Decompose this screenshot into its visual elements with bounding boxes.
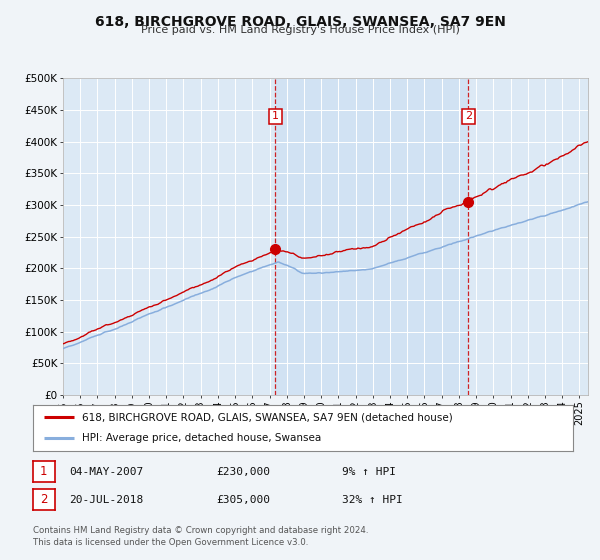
Text: 20-JUL-2018: 20-JUL-2018	[69, 494, 143, 505]
Text: 1: 1	[272, 111, 279, 122]
Bar	[275, 78, 469, 395]
Text: 9% ↑ HPI: 9% ↑ HPI	[342, 466, 396, 477]
Text: £305,000: £305,000	[216, 494, 270, 505]
Text: 2: 2	[40, 493, 47, 506]
Text: 2: 2	[465, 111, 472, 122]
Text: 618, BIRCHGROVE ROAD, GLAIS, SWANSEA, SA7 9EN: 618, BIRCHGROVE ROAD, GLAIS, SWANSEA, SA…	[95, 15, 505, 29]
Text: 04-MAY-2007: 04-MAY-2007	[69, 466, 143, 477]
Text: Price paid vs. HM Land Registry's House Price Index (HPI): Price paid vs. HM Land Registry's House …	[140, 25, 460, 35]
Text: £230,000: £230,000	[216, 466, 270, 477]
Text: Contains HM Land Registry data © Crown copyright and database right 2024.
This d: Contains HM Land Registry data © Crown c…	[33, 526, 368, 547]
Text: HPI: Average price, detached house, Swansea: HPI: Average price, detached house, Swan…	[82, 433, 321, 444]
Text: 1: 1	[40, 465, 47, 478]
Text: 32% ↑ HPI: 32% ↑ HPI	[342, 494, 403, 505]
Text: 618, BIRCHGROVE ROAD, GLAIS, SWANSEA, SA7 9EN (detached house): 618, BIRCHGROVE ROAD, GLAIS, SWANSEA, SA…	[82, 412, 452, 422]
